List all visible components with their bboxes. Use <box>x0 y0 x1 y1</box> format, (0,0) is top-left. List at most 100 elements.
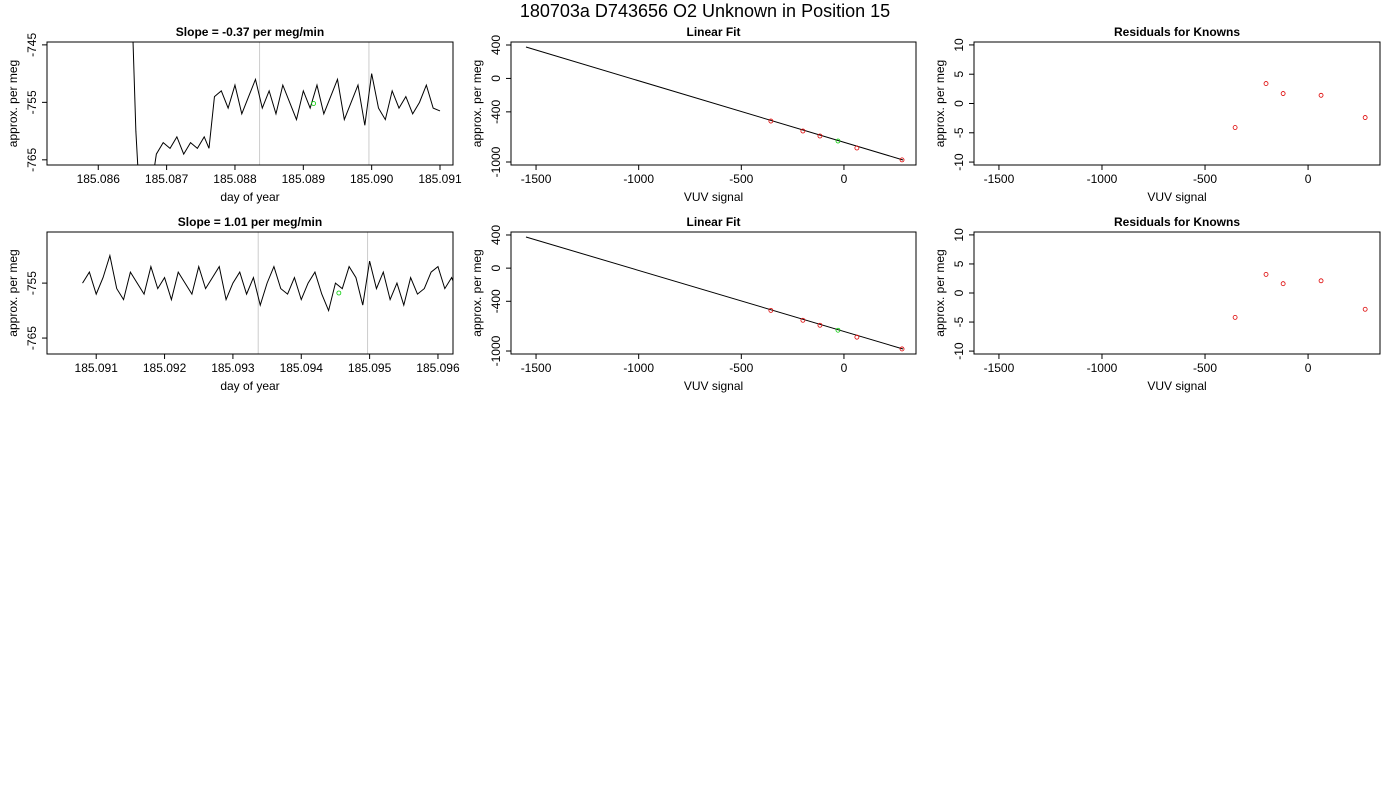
x-tick-label: 0 <box>1305 172 1312 186</box>
y-axis-label: approx. per meg <box>470 249 484 336</box>
y-tick-label: 0 <box>952 100 966 107</box>
plot-frame <box>973 231 1381 355</box>
plot-area <box>525 236 905 352</box>
point <box>1263 272 1269 277</box>
highlight-point <box>311 101 316 106</box>
y-tick-label: 10 <box>952 228 966 242</box>
y-tick-label: 10 <box>952 38 966 52</box>
y-axis-label: approx. per meg <box>6 249 20 336</box>
y-tick-label: -755 <box>25 271 39 295</box>
x-tick-label: -500 <box>1193 361 1217 375</box>
highlight-point <box>336 290 342 296</box>
x-tick-label: 185.091 <box>418 172 462 186</box>
panel: Residuals for Knowns VUV signal approx. pe… <box>933 25 1381 204</box>
y-tick-label: -5 <box>952 127 966 138</box>
fit-line <box>525 46 904 161</box>
plot-area <box>82 232 453 354</box>
y-tick-label: -400 <box>489 289 503 313</box>
point <box>1362 306 1368 312</box>
x-tick-label: 185.088 <box>213 172 257 186</box>
point <box>1362 115 1368 120</box>
y-axis-label: approx. per meg <box>6 60 20 147</box>
y-tick-label: -1000 <box>489 335 503 366</box>
y-tick-label: -745 <box>25 33 39 57</box>
x-tick-label: -1500 <box>984 172 1015 186</box>
y-tick-label: -5 <box>952 316 966 327</box>
x-tick-label: 0 <box>841 361 848 375</box>
panel: Linear Fit VUV signal approx. per meg -1500… <box>470 25 917 204</box>
y-tick-label: -765 <box>25 147 39 171</box>
plot-area <box>1232 81 1368 130</box>
point <box>1318 92 1324 98</box>
panel: Slope = 1.01 per meg/min day of year appro… <box>6 215 460 393</box>
x-tick-label: -1500 <box>521 361 552 375</box>
x-tick-label: -1500 <box>521 172 552 186</box>
x-tick-label: 0 <box>841 172 848 186</box>
y-tick-label: -10 <box>952 153 966 171</box>
highlight-point <box>835 327 841 333</box>
x-tick-label: -1000 <box>1087 361 1118 375</box>
x-tick-label: -1000 <box>1087 172 1118 186</box>
x-tick-label: 185.094 <box>280 361 324 375</box>
x-tick-label: -500 <box>729 172 753 186</box>
plot-frame <box>510 231 917 355</box>
point <box>1232 125 1238 130</box>
plot-area <box>1232 272 1368 320</box>
y-tick-label: 400 <box>489 225 503 245</box>
plot-frame <box>510 41 917 166</box>
y-tick-label: 5 <box>952 260 966 267</box>
point <box>800 317 806 323</box>
x-axis-label: VUV signal <box>684 190 743 204</box>
panel-title: Slope = 1.01 per meg/min <box>178 215 322 229</box>
panel: Linear Fit VUV signal approx. per meg -1500… <box>470 215 917 393</box>
panel-title: Slope = -0.37 per meg/min <box>176 25 324 39</box>
y-tick-label: 0 <box>489 264 503 271</box>
plot-area <box>525 46 905 163</box>
plot-frame <box>46 231 454 355</box>
point <box>899 157 905 163</box>
y-tick-label: 0 <box>489 75 503 82</box>
y-tick-label: 5 <box>952 71 966 78</box>
x-tick-label: 185.087 <box>145 172 189 186</box>
x-axis-label: day of year <box>220 379 279 393</box>
point <box>800 128 806 134</box>
y-tick-label: -10 <box>952 342 966 360</box>
y-axis-label: approx. per meg <box>933 60 947 147</box>
y-tick-label: -765 <box>25 326 39 350</box>
x-axis-label: VUV signal <box>684 379 743 393</box>
fit-line <box>525 236 904 350</box>
panel-title: Residuals for Knowns <box>1114 25 1240 39</box>
point <box>854 145 860 151</box>
y-tick-label: -755 <box>25 90 39 114</box>
y-tick-label: 0 <box>952 289 966 296</box>
data-line <box>82 253 453 313</box>
x-tick-label: 185.092 <box>143 361 187 375</box>
x-axis-label: VUV signal <box>1147 190 1206 204</box>
y-axis-label: approx. per meg <box>470 60 484 147</box>
x-tick-label: -1500 <box>984 361 1015 375</box>
point <box>768 308 774 313</box>
panel-title: Linear Fit <box>686 25 740 39</box>
x-tick-label: 185.086 <box>77 172 121 186</box>
point <box>1263 81 1269 86</box>
plot-area <box>132 42 441 165</box>
main-title: 180703a D743656 O2 Unknown in Position 1… <box>520 1 890 21</box>
point <box>1280 91 1286 96</box>
x-tick-label: 185.093 <box>211 361 255 375</box>
y-tick-label: -1000 <box>489 146 503 177</box>
x-tick-label: -1000 <box>623 361 654 375</box>
point <box>768 118 774 124</box>
y-tick-label: 400 <box>489 35 503 55</box>
x-tick-label: 185.089 <box>282 172 326 186</box>
point <box>1318 278 1324 284</box>
x-tick-label: 185.090 <box>350 172 394 186</box>
plot-frame <box>973 41 1381 166</box>
y-axis-label: approx. per meg <box>933 249 947 336</box>
highlight-point <box>835 138 841 144</box>
x-tick-label: 185.096 <box>416 361 460 375</box>
point <box>854 334 860 340</box>
point <box>1280 281 1286 287</box>
point <box>899 346 905 352</box>
x-tick-label: 0 <box>1305 361 1312 375</box>
